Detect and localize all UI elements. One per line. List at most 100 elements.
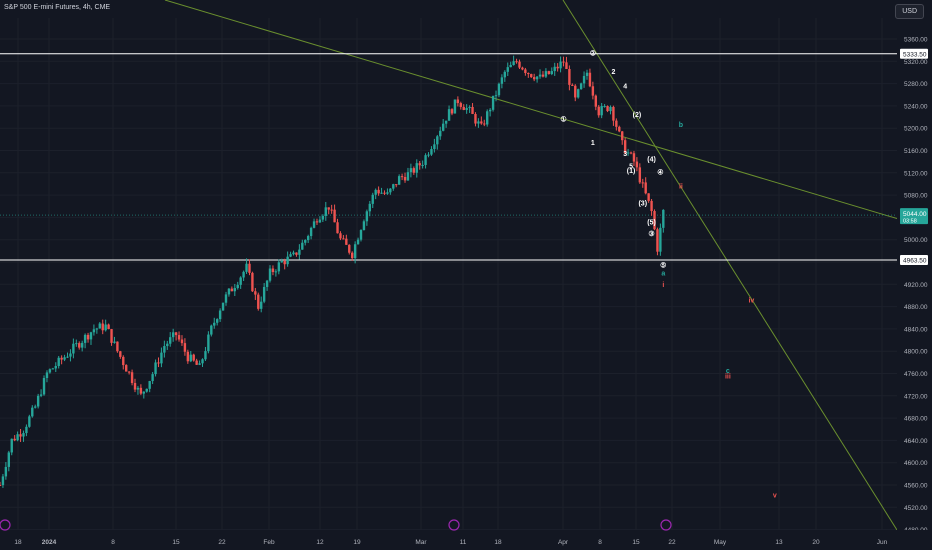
price-tick-label: 4520.00 bbox=[904, 505, 928, 512]
candle-body bbox=[368, 203, 372, 212]
candle-body bbox=[353, 244, 357, 259]
time-tick-label: 12 bbox=[316, 539, 324, 546]
time-tick-label: 11 bbox=[460, 539, 467, 546]
candle-body bbox=[25, 426, 28, 434]
candle-body bbox=[262, 286, 266, 302]
candle-body bbox=[309, 227, 313, 237]
candle-body bbox=[83, 334, 87, 343]
candle-body bbox=[576, 89, 580, 98]
time-tick-label: 13 bbox=[775, 539, 783, 546]
steep-trend-ray bbox=[562, 0, 898, 531]
candle-body bbox=[345, 238, 348, 245]
candle-body bbox=[289, 254, 292, 257]
candle-body bbox=[204, 351, 207, 360]
candle-body bbox=[603, 106, 606, 108]
time-tick-label: 18 bbox=[494, 539, 502, 546]
wave-label: (3) bbox=[638, 201, 647, 208]
chart-title: S&P 500 E-mini Futures, 4h, CME bbox=[4, 4, 111, 11]
candle-body bbox=[518, 61, 521, 68]
wave-label: ④ bbox=[657, 168, 663, 176]
candle-body bbox=[424, 155, 427, 165]
candle-body bbox=[295, 252, 298, 255]
candle-body bbox=[330, 209, 333, 211]
candle-body bbox=[468, 106, 471, 109]
price-axis: 5360.00 5320.00 5280.00 5240.00 5200.00 5160.… bbox=[897, 0, 932, 550]
candle-body bbox=[477, 121, 480, 124]
time-tick-label: Jun bbox=[877, 539, 888, 546]
candle-body bbox=[362, 221, 366, 231]
candle-body bbox=[600, 106, 603, 116]
candle-body bbox=[80, 342, 84, 348]
price-tick-label: 5000.00 bbox=[904, 237, 928, 244]
candle-body bbox=[444, 120, 448, 124]
candle-body bbox=[339, 233, 342, 239]
candle-body bbox=[183, 343, 187, 352]
candle-body bbox=[538, 74, 542, 77]
event-marker[interactable] bbox=[660, 519, 672, 531]
candle-body bbox=[248, 263, 251, 273]
trend-rays bbox=[164, 0, 932, 531]
time-tick-label: 22 bbox=[668, 539, 676, 546]
candle-body bbox=[28, 416, 31, 427]
candle-body bbox=[392, 184, 395, 189]
time-axis: 18 2024 8 15 22 Feb 12 19 Mar 11 18 Apr 8 15 22 May 13 20… bbox=[0, 519, 932, 550]
candle-body bbox=[107, 324, 110, 330]
candle-body bbox=[75, 343, 78, 345]
candle-body bbox=[113, 341, 116, 343]
currency-button[interactable]: USD bbox=[895, 4, 924, 19]
candle-body bbox=[242, 271, 245, 278]
candle-body bbox=[433, 144, 436, 150]
candle-body bbox=[638, 167, 642, 183]
wave-label: (5) bbox=[647, 220, 656, 227]
candle-body bbox=[78, 343, 81, 348]
candle-body bbox=[86, 334, 90, 340]
candle-body bbox=[486, 111, 489, 125]
candle-body bbox=[221, 302, 225, 311]
event-marker[interactable] bbox=[0, 519, 11, 531]
candle-body bbox=[430, 149, 433, 155]
candle-body bbox=[597, 106, 600, 116]
candle-body bbox=[119, 351, 122, 357]
candle-body bbox=[606, 106, 609, 112]
time-tick-label: 18 bbox=[14, 539, 22, 546]
price-tick-label: 5320.00 bbox=[904, 59, 928, 66]
candle-body bbox=[148, 381, 151, 389]
candle-body bbox=[36, 395, 40, 407]
candle-body bbox=[271, 268, 275, 273]
candle-body bbox=[251, 272, 254, 292]
price-tick-label: 4640.00 bbox=[904, 438, 928, 445]
candle-body bbox=[39, 394, 43, 396]
candle-body bbox=[609, 106, 612, 112]
wave-label: ③ bbox=[648, 230, 654, 238]
candle-body bbox=[210, 325, 213, 335]
candle-body bbox=[509, 65, 512, 68]
time-tick-label: 8 bbox=[598, 539, 602, 546]
candle-body bbox=[104, 324, 107, 331]
price-tick-label: 5160.00 bbox=[904, 148, 928, 155]
price-tick-label: 4920.00 bbox=[904, 282, 928, 289]
candle-body bbox=[321, 215, 325, 220]
candle-body bbox=[98, 323, 101, 329]
candle-body bbox=[342, 238, 345, 240]
candle-body bbox=[547, 71, 551, 75]
candle-body bbox=[315, 221, 319, 223]
candle-body bbox=[480, 121, 483, 124]
candle-body bbox=[351, 252, 354, 259]
candle-body bbox=[397, 176, 401, 185]
candle-body bbox=[286, 256, 289, 265]
candle-body bbox=[488, 109, 492, 112]
candle-body bbox=[635, 161, 639, 168]
candle-body bbox=[629, 152, 633, 154]
candle-body bbox=[171, 332, 175, 338]
candle-body bbox=[160, 352, 163, 364]
price-tick-label: 4560.00 bbox=[904, 483, 928, 490]
candle-body bbox=[230, 288, 234, 292]
candle-body bbox=[415, 163, 418, 173]
candle-body bbox=[562, 61, 565, 63]
price-tick-label: 4800.00 bbox=[904, 349, 928, 356]
event-marker[interactable] bbox=[448, 519, 460, 531]
candle-body bbox=[163, 346, 166, 353]
descending-trend-ray bbox=[164, 0, 932, 230]
candle-body bbox=[54, 366, 57, 369]
